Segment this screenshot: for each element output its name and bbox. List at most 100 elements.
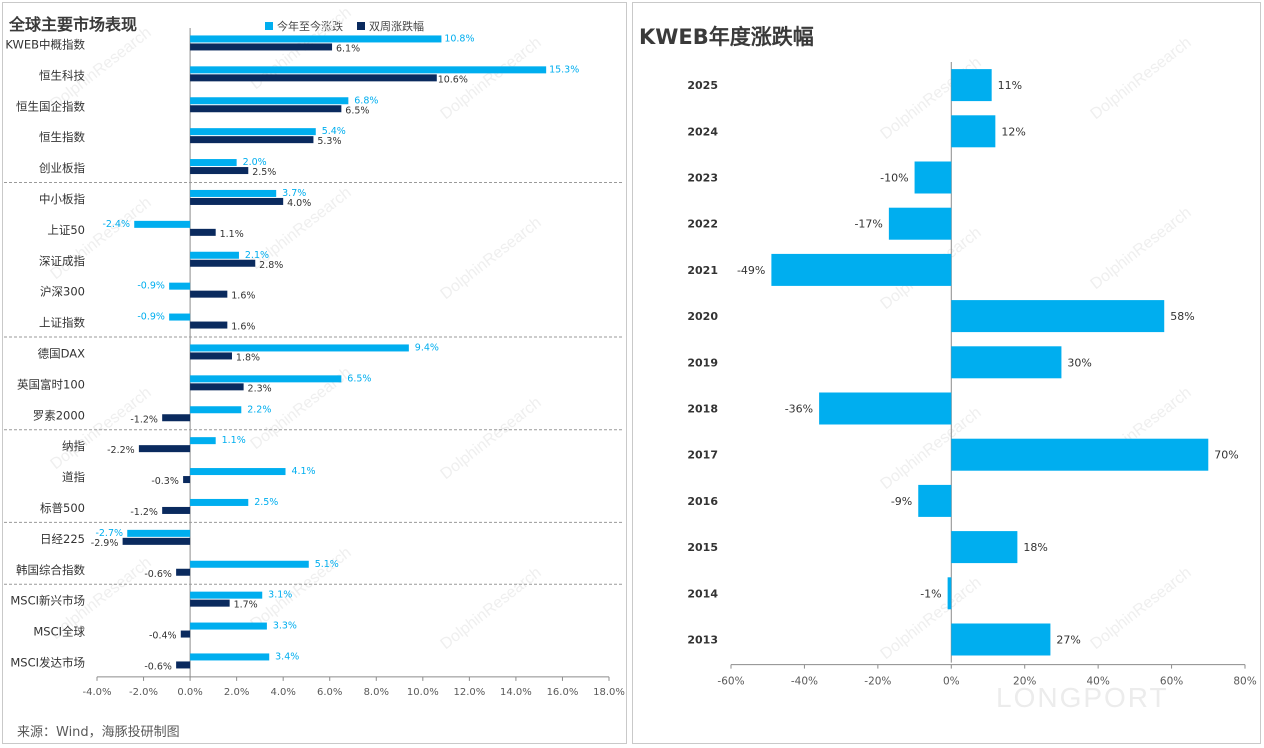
kweb-x-tick-label: 80% [1233, 676, 1256, 688]
bar-week [190, 259, 256, 267]
bar-week [162, 506, 191, 514]
category-label: 纳指 [62, 439, 85, 453]
data-label-ytd: 3.3% [273, 621, 297, 632]
x-tick-label: 14.0% [500, 687, 532, 698]
bar-week [138, 445, 191, 453]
data-label-week: 10.6% [438, 74, 468, 85]
bar-week [176, 568, 191, 576]
bar-week [190, 136, 314, 144]
category-label: MSCI发达市场 [10, 655, 85, 669]
data-label-ytd: 6.8% [354, 95, 378, 106]
legend-item-week: 双周涨跌幅 [357, 18, 424, 34]
bar-ytd [190, 406, 242, 414]
bar-ytd [190, 97, 349, 105]
bar-week [190, 321, 228, 329]
data-label-ytd: 3.7% [282, 188, 306, 199]
bar-ytd [169, 282, 191, 290]
data-label-ytd: 2.5% [254, 497, 278, 508]
kweb-x-tick-label: 20% [1013, 676, 1036, 688]
x-tick-label: 8.0% [364, 687, 389, 698]
chart-legend: 今年至今涨跌 双周涨跌幅 [265, 18, 424, 34]
bar-ytd [190, 622, 267, 630]
data-label-week: -1.2% [130, 507, 158, 518]
x-tick-label: 10.0% [407, 687, 439, 698]
data-label-week: -0.6% [144, 569, 172, 580]
category-label: 英国富时100 [17, 377, 85, 391]
kweb-bar [771, 253, 952, 286]
category-label: 标普500 [40, 501, 85, 515]
kweb-data-label: 70% [1214, 449, 1238, 462]
data-label-week: -2.9% [91, 538, 119, 549]
kweb-year-label: 2024 [687, 125, 718, 138]
left-chart-title: 全球主要市场表现 [9, 15, 138, 34]
data-label-ytd: 3.4% [275, 651, 299, 662]
data-label-ytd: 1.1% [222, 435, 246, 446]
kweb-data-label: -10% [880, 172, 908, 185]
legend-label-ytd: 今年至今涨跌 [277, 20, 343, 33]
bar-week [190, 383, 244, 391]
kweb-x-tick-label: -40% [791, 676, 818, 688]
data-label-ytd: 4.1% [291, 466, 315, 477]
category-label: MSCI新兴市场 [10, 594, 85, 608]
category-label: 韩国综合指数 [16, 563, 85, 577]
kweb-bar [951, 300, 1165, 333]
category-label: 恒生国企指数 [16, 99, 85, 113]
kweb-bar [947, 577, 952, 610]
bar-ytd [190, 128, 316, 136]
kweb-data-label: -36% [785, 403, 813, 416]
kweb-data-label: -49% [737, 264, 765, 277]
category-label: 德国DAX [38, 346, 86, 360]
data-label-week: 6.1% [336, 43, 360, 54]
category-label: 恒生科技 [39, 68, 85, 82]
bar-week [190, 352, 232, 360]
x-tick-label: 2.0% [224, 687, 249, 698]
bar-ytd [169, 313, 191, 321]
bar-ytd [190, 35, 442, 43]
data-label-week: 6.5% [345, 105, 369, 116]
legend-item-ytd: 今年至今涨跌 [265, 18, 343, 34]
data-label-week: 1.6% [231, 322, 255, 333]
data-label-week: -1.2% [130, 414, 158, 425]
x-tick-label: 16.0% [547, 687, 579, 698]
legend-swatch-week [357, 22, 365, 30]
data-label-ytd: 10.8% [444, 33, 474, 44]
category-label: KWEB中概指数 [5, 37, 85, 51]
x-tick-label: 12.0% [453, 687, 485, 698]
category-label: 上证50 [47, 223, 85, 237]
data-label-ytd: 5.1% [315, 559, 339, 570]
data-label-ytd: 2.1% [245, 250, 269, 261]
kweb-bar [951, 438, 1209, 471]
kweb-year-label: 2022 [687, 218, 718, 231]
kweb-bar [888, 207, 952, 240]
category-label: 创业板指 [39, 161, 85, 175]
data-label-ytd: -0.9% [137, 281, 165, 292]
bar-ytd [190, 344, 409, 352]
data-label-ytd: 2.0% [243, 157, 267, 168]
kweb-bar [951, 531, 1018, 564]
legend-swatch-ytd [265, 22, 273, 30]
bar-week [190, 167, 249, 175]
bar-week [162, 414, 191, 422]
category-label: 道指 [62, 470, 85, 484]
bar-ytd [190, 251, 239, 259]
kweb-data-label: -1% [920, 587, 941, 600]
bar-ytd [190, 66, 547, 74]
x-tick-label: 6.0% [317, 687, 342, 698]
data-label-ytd: 15.3% [549, 64, 579, 75]
kweb-x-tick-label: -60% [717, 676, 744, 688]
kweb-data-label: 18% [1023, 541, 1047, 554]
data-label-week: -0.6% [144, 661, 172, 672]
kweb-year-label: 2025 [687, 79, 718, 92]
source-note: 来源：Wind，海豚投研制图 [17, 725, 180, 740]
data-label-week: 1.6% [231, 291, 255, 302]
bar-ytd [190, 498, 249, 506]
kweb-bar [819, 392, 952, 425]
kweb-year-label: 2018 [687, 403, 718, 416]
bar-ytd [190, 591, 263, 599]
bar-week [122, 537, 191, 545]
kweb-bar [918, 484, 952, 517]
category-label: 恒生指数 [39, 130, 85, 144]
bar-week [190, 599, 230, 607]
bar-week [183, 476, 191, 484]
